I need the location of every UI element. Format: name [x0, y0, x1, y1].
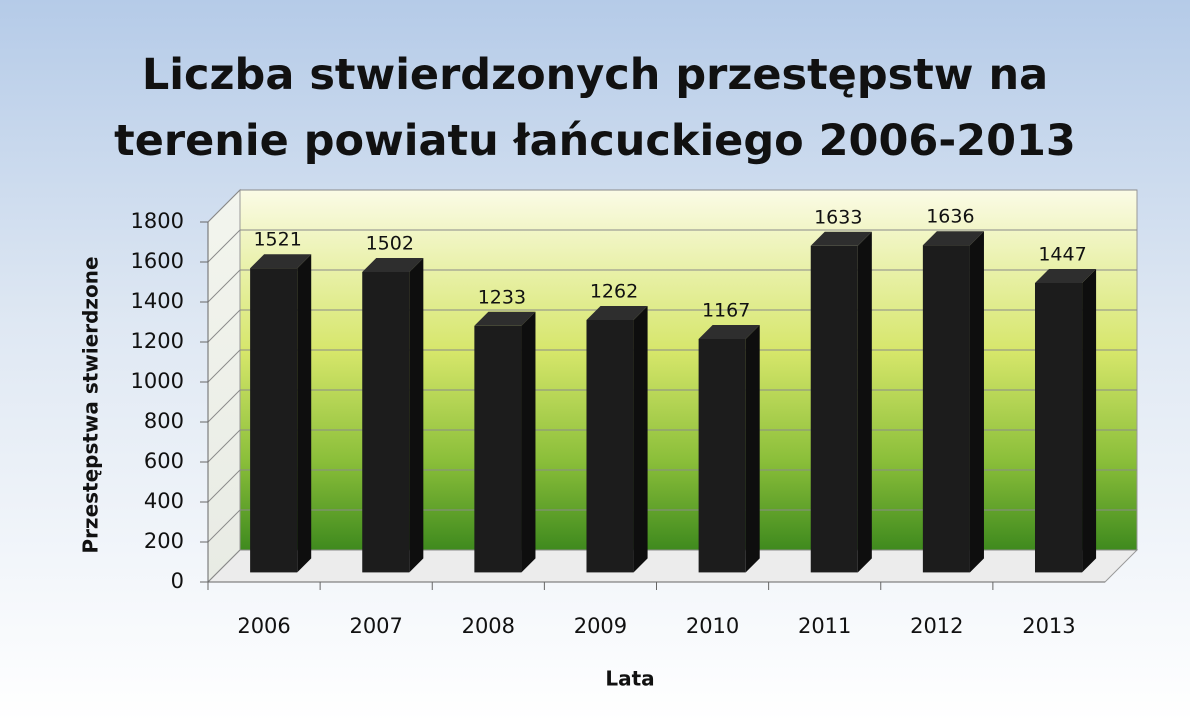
bar-front: [362, 272, 410, 573]
bar: [474, 311, 536, 573]
y-tick-label: 600: [144, 449, 184, 473]
bar-side: [1082, 269, 1097, 573]
bar-front: [922, 245, 970, 573]
bar-front: [810, 245, 858, 573]
x-axis-title: Lata: [605, 667, 654, 691]
y-tick-label: 1000: [131, 369, 184, 393]
grid-line: [207, 469, 241, 503]
y-axis-title: Przestępstwa stwierdzone: [79, 256, 103, 553]
bar: [810, 231, 872, 573]
x-tick-label: 2013: [1022, 614, 1075, 638]
y-tick-label: 800: [144, 409, 184, 433]
bar-side: [521, 311, 536, 573]
bar-front: [586, 320, 634, 573]
x-tick-label: 2007: [349, 614, 402, 638]
bar-front: [474, 325, 522, 573]
x-tick-label: 2010: [686, 614, 739, 638]
bar-top: [922, 231, 984, 246]
y-tick-label: 400: [144, 489, 184, 513]
bar-top: [586, 306, 648, 320]
bar-top: [1034, 269, 1097, 283]
x-tick-label: 2006: [237, 614, 290, 638]
data-label: 1447: [1038, 244, 1086, 266]
y-tick-label: 1800: [131, 209, 184, 233]
bar-side: [633, 306, 648, 573]
bar-side: [297, 254, 312, 573]
bar-top: [810, 231, 872, 246]
y-tick-label: 1600: [131, 249, 184, 273]
data-label: 1502: [366, 233, 414, 255]
grid-line: [207, 549, 241, 583]
data-label: 1636: [926, 206, 974, 228]
bar-top: [362, 258, 424, 272]
bar-side: [409, 258, 424, 573]
chart-title: Liczba stwierdzonych przestępstw na tere…: [114, 50, 1076, 166]
grid-line: [207, 309, 241, 343]
x-tick-label: 2012: [910, 614, 963, 638]
x-tick-label: 2011: [798, 614, 851, 638]
grid-line: [207, 189, 241, 223]
grid-line: [207, 349, 241, 383]
x-tick-label: 2008: [462, 614, 515, 638]
data-label: 1233: [478, 286, 526, 308]
floor: [206, 549, 1139, 583]
side-wall: [207, 188, 241, 584]
data-label: 1262: [590, 281, 638, 303]
bar-front: [250, 268, 298, 573]
y-tick-label: 1200: [131, 329, 184, 353]
bar: [250, 254, 312, 573]
y-tick-label: 200: [144, 529, 184, 553]
bar-front: [698, 339, 746, 573]
grid-line: [207, 269, 241, 303]
bar-top: [474, 311, 536, 326]
grid-line: [207, 389, 241, 423]
grid-line: [207, 229, 241, 263]
bar: [362, 258, 424, 573]
bar-front: [1034, 283, 1083, 573]
bar: [586, 306, 648, 573]
bar-side: [969, 231, 984, 573]
bar-top: [250, 254, 312, 269]
grid-line: [207, 429, 241, 463]
data-label: 1521: [253, 229, 301, 251]
y-tick-label: 1400: [131, 289, 184, 313]
bar: [922, 231, 984, 573]
bar-top: [698, 325, 760, 339]
bar-side: [857, 231, 872, 573]
x-tick-label: 2009: [574, 614, 627, 638]
data-label: 1167: [702, 300, 750, 322]
grid-line: [207, 509, 241, 543]
bar: [698, 325, 760, 573]
y-tick-label: 0: [171, 569, 184, 593]
data-label: 1633: [814, 206, 862, 228]
bar-side: [745, 325, 760, 573]
bar: [1034, 269, 1097, 573]
